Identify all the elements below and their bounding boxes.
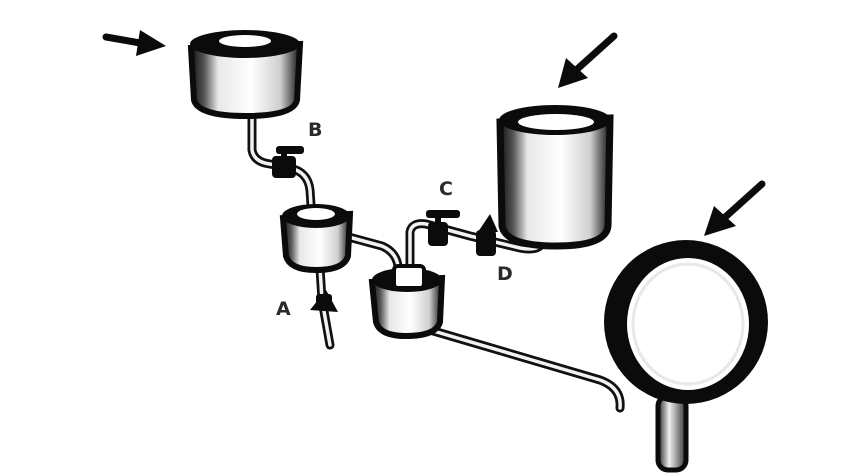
arrow-icon [558, 32, 618, 88]
valve-d [476, 214, 498, 256]
valve-b [272, 146, 304, 178]
valve-a [310, 290, 338, 312]
middle-vessel [368, 264, 446, 340]
ring-instrument [604, 240, 768, 473]
arrow-icon [102, 30, 166, 56]
top-reservoir [187, 30, 304, 120]
label-d: D [497, 263, 513, 285]
label-a: A [276, 298, 291, 320]
left-vessel [279, 204, 354, 274]
arrow-icon [704, 180, 766, 236]
valve-c [426, 210, 460, 246]
label-c: C [439, 178, 453, 200]
label-b: B [308, 119, 322, 141]
tall-cylinder [496, 105, 614, 250]
